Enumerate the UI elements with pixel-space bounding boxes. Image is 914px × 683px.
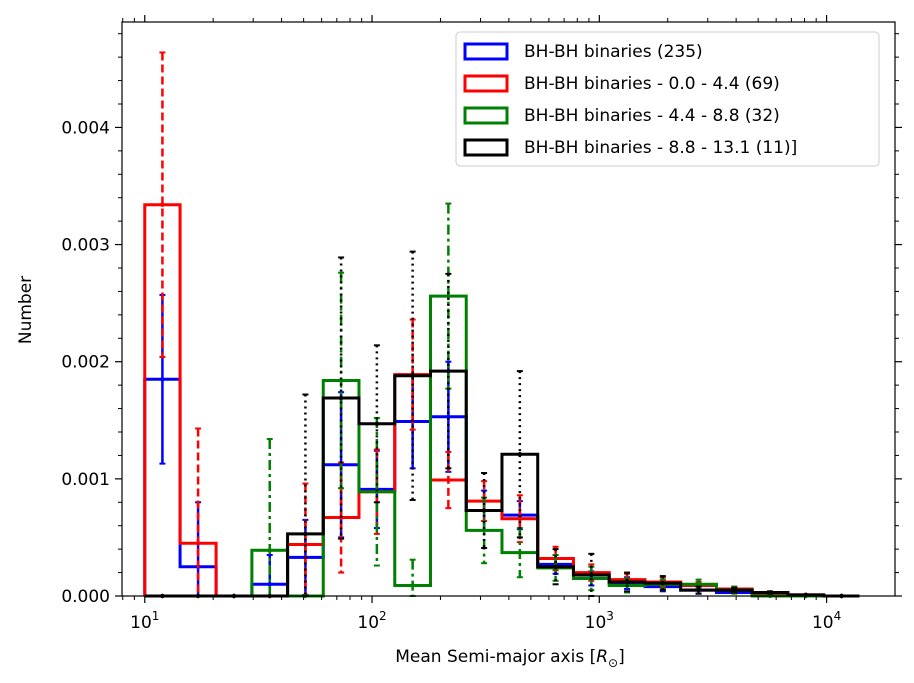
- data-point: [267, 582, 272, 587]
- error-bar-series-3-bin-5: [327, 256, 356, 540]
- legend-box: [455, 31, 880, 167]
- x-tick-label: 102: [357, 609, 386, 633]
- error-bar-series-3-bin-6: [362, 344, 391, 504]
- data-point: [517, 452, 523, 457]
- data-point: [589, 572, 594, 578]
- y-tick-label: 0.001: [61, 470, 110, 490]
- error-bar-series-3-bin-11: [541, 548, 570, 586]
- error-bar-series-2-bin-8: [434, 202, 463, 390]
- legend-swatch: [463, 74, 509, 93]
- data-point: [267, 548, 272, 553]
- data-point: [160, 377, 165, 382]
- error-bar-series-2-bin-10: [505, 527, 534, 579]
- data-point: [338, 395, 344, 401]
- legend-swatch: [463, 42, 509, 61]
- y-tick-label: 0.004: [61, 118, 110, 138]
- legend-swatch: [463, 138, 509, 157]
- data-point: [195, 541, 201, 546]
- x-tick-label: 101: [130, 609, 159, 633]
- data-point: [303, 531, 308, 537]
- y-axis-label: Number: [16, 276, 36, 344]
- error-bar-series-3-bin-15: [684, 585, 713, 595]
- error-bar-series-1-bin-0: [148, 51, 177, 359]
- data-point: [696, 582, 701, 587]
- x-axis-label: Mean Semi-major axis [R⊙]: [395, 647, 625, 670]
- data-point: [660, 580, 666, 586]
- data-point: [481, 508, 487, 513]
- error-bar-series-3-bin-10: [505, 370, 534, 539]
- data-point: [624, 579, 630, 585]
- legend-label: BH-BH binaries - 0.0 - 4.4 (69): [524, 74, 780, 94]
- data-point: [696, 587, 701, 593]
- error-bar-series-2-bin-3: [255, 438, 284, 597]
- legend: BH-BH binaries (235) BH-BH binaries - 0.0…: [455, 31, 880, 167]
- axes-layer: 101 102 103 104 0.000 0.001 0.002 0.003 0.004: [61, 15, 902, 633]
- error-bar-series-2-bin-6: [362, 416, 391, 567]
- legend-label: BH-BH binaries (235): [524, 42, 703, 62]
- histogram-outline-series-2: [144, 294, 860, 598]
- data-point: [517, 516, 523, 521]
- data-point: [446, 293, 451, 299]
- data-point: [732, 587, 737, 593]
- data-point: [410, 373, 415, 378]
- legend-swatch: [463, 106, 509, 125]
- data-point: [481, 528, 487, 533]
- y-tick-label: 0.002: [61, 353, 110, 373]
- error-bar-series-1-bin-5: [327, 461, 356, 574]
- error-bar-series-3-bin-13: [613, 571, 642, 593]
- x-tick-label: 103: [585, 609, 614, 633]
- data-point: [517, 550, 523, 555]
- legend-label: BH-BH binaries - 4.4 - 8.8 (32): [524, 106, 780, 126]
- data-point: [160, 202, 165, 207]
- error-bar-series-3-bin-17: [756, 590, 785, 595]
- x-tick-label: 104: [812, 609, 841, 633]
- data-point: [767, 590, 773, 595]
- data-point: [374, 421, 380, 426]
- data-point: [553, 564, 558, 569]
- y-tick-label: 0.003: [61, 236, 110, 256]
- error-bar-series-3-bin-16: [720, 586, 749, 594]
- error-bar-series-3-bin-7: [398, 250, 427, 501]
- error-bar-series-3-bin-14: [648, 575, 677, 592]
- error-bar-series-2-bin-5: [327, 271, 356, 490]
- legend-label: BH-BH binaries - 8.8 - 13.1 (11)]: [524, 138, 797, 158]
- data-point: [410, 583, 415, 588]
- error-bar-series-2-bin-9: [470, 496, 499, 565]
- error-bar-series-3-bin-8: [434, 272, 463, 470]
- error-bar-series-3-bin-9: [470, 472, 499, 549]
- y-tick-label: 0.000: [61, 587, 110, 607]
- data-point: [446, 368, 451, 374]
- error-bar-series-1-bin-8: [434, 450, 463, 510]
- data-point: [446, 477, 451, 483]
- error-bar-series-2-bin-7: [398, 558, 427, 597]
